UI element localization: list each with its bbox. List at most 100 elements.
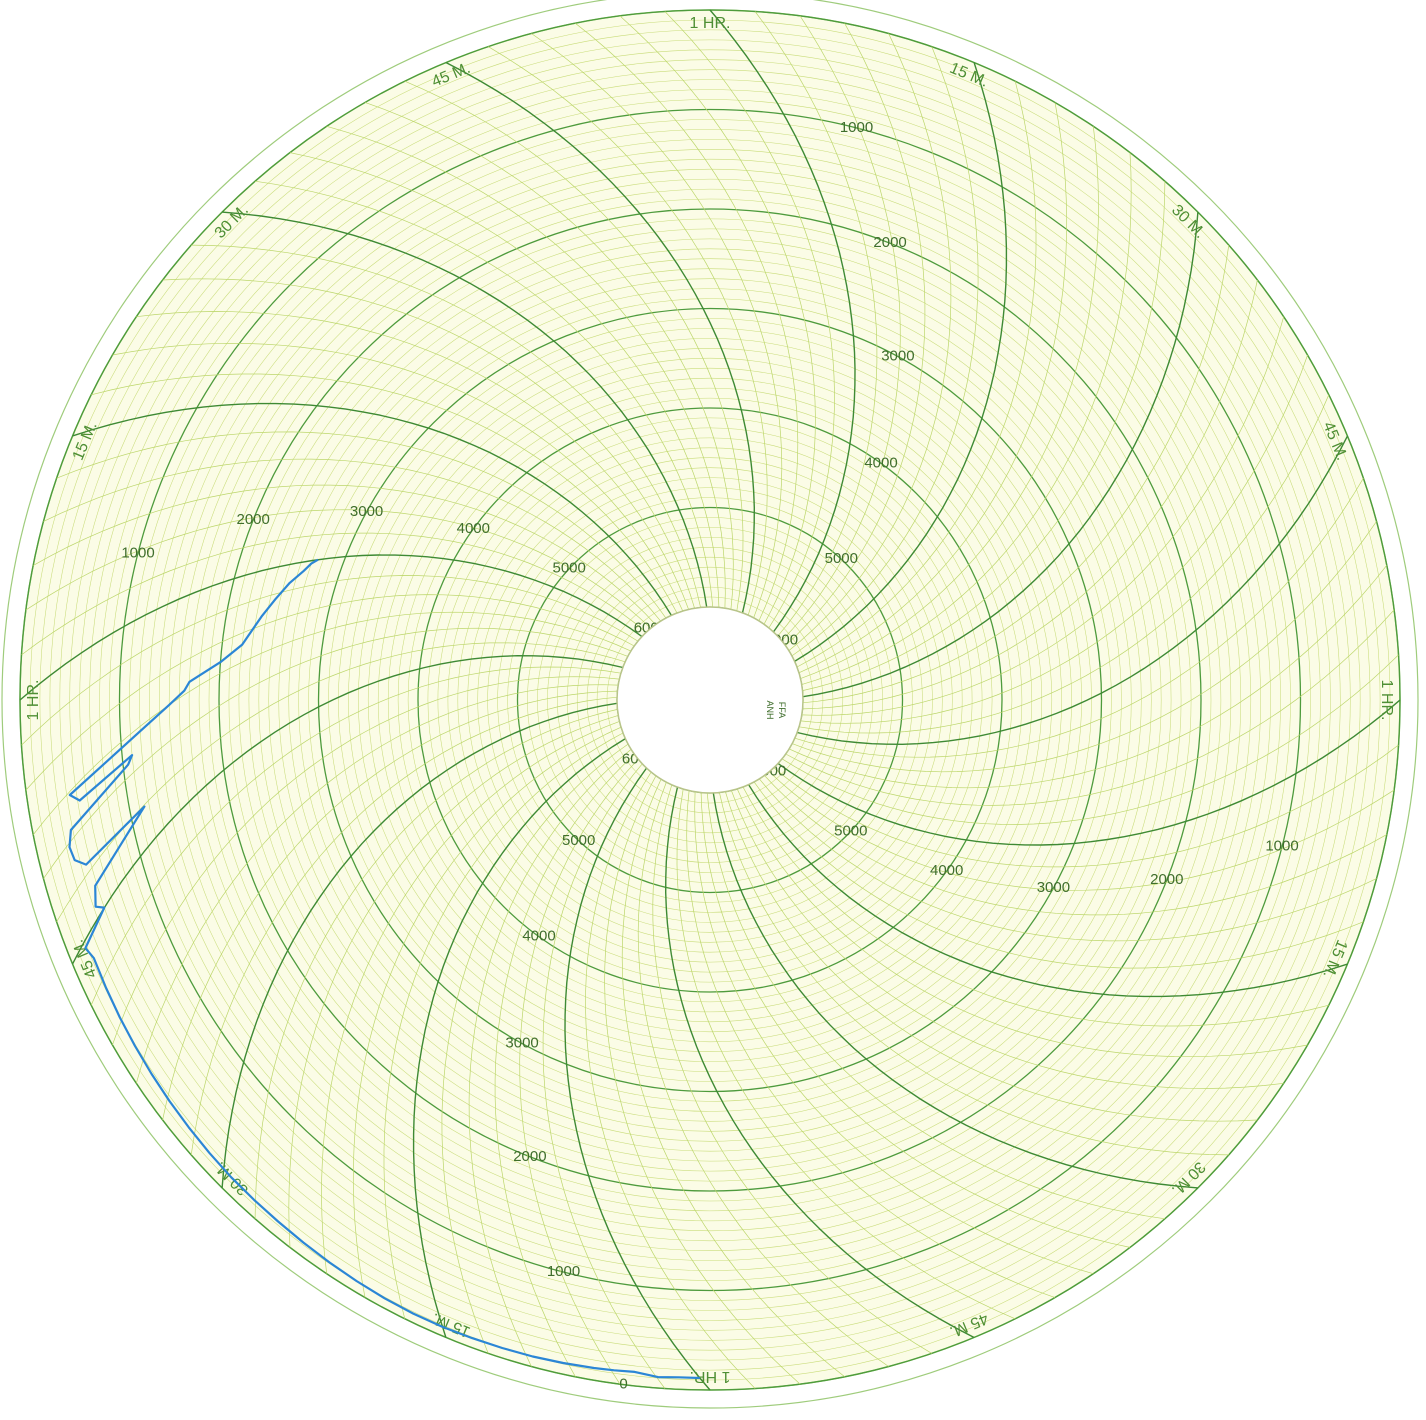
major-time-arc — [802, 212, 1199, 698]
ring-value-label: 1000 — [1265, 837, 1298, 854]
time-label: 1 HR. — [690, 15, 731, 32]
minor-ring — [208, 198, 1212, 1202]
minor-time-arc — [802, 181, 1166, 691]
minor-ring — [79, 69, 1341, 1331]
minor-time-arc — [112, 676, 620, 1046]
minor-ring — [89, 79, 1331, 1321]
minor-ring — [566, 556, 854, 844]
ring-value-label: 1000 — [121, 544, 154, 561]
minor-time-arc — [781, 15, 901, 642]
ring-labels: 0100020003000400050006000100020003000400… — [121, 119, 1298, 1393]
minor-ring — [49, 39, 1371, 1361]
minor-ring — [477, 467, 943, 933]
ring-value-label: 2000 — [513, 1148, 546, 1165]
minor-ring — [198, 188, 1222, 1212]
minor-ring — [487, 477, 933, 923]
minor-time-arc — [255, 180, 714, 608]
minor-ring — [248, 238, 1172, 1162]
major-ring — [417, 407, 1003, 993]
ring-value-label: 3000 — [1037, 879, 1070, 896]
minor-time-arc — [785, 609, 1395, 806]
minor-time-arc — [364, 102, 734, 610]
minor-time-arc — [676, 789, 1016, 1320]
minor-time-arc — [759, 778, 1377, 942]
major-time-arc — [796, 435, 1349, 746]
minor-ring — [338, 328, 1082, 1072]
minor-ring — [377, 367, 1043, 1033]
ring-value-label: 0 — [619, 1376, 627, 1393]
major-time-arc — [221, 702, 618, 1188]
ring-value-label: 3000 — [881, 348, 914, 365]
minor-time-arc — [799, 394, 1330, 734]
time-label: 1 HR. — [1378, 680, 1395, 721]
minor-time-arc — [754, 11, 878, 637]
major-ring — [317, 307, 1103, 1093]
minor-ring — [298, 288, 1122, 1112]
major-time-arc — [712, 792, 1198, 1189]
minor-time-arc — [773, 744, 1399, 868]
minor-time-arc — [802, 245, 1230, 704]
minor-ring — [288, 278, 1132, 1122]
minor-time-arc — [753, 781, 1364, 969]
ring-value-label: 3000 — [350, 503, 383, 520]
minor-time-arc — [91, 373, 678, 614]
minor-ring — [547, 537, 873, 863]
major-time-arc — [664, 786, 975, 1339]
minor-time-arc — [288, 715, 619, 1248]
minor-ring — [348, 338, 1072, 1062]
major-time-arc — [564, 767, 711, 1391]
minor-time-arc — [800, 126, 1099, 679]
ring-value-label: 1000 — [840, 119, 873, 136]
major-time-arc — [709, 9, 856, 633]
minor-ring — [109, 99, 1311, 1301]
major-ring — [516, 506, 904, 894]
ring-value-label: 4000 — [457, 520, 490, 537]
minor-time-arc — [768, 771, 1395, 891]
ring-grid — [19, 9, 1401, 1391]
minor-ring — [576, 566, 844, 834]
time-label: 1 HR. — [25, 680, 42, 721]
minor-time-arc — [136, 311, 689, 610]
ring-value-label: 5000 — [825, 550, 858, 567]
minor-time-arc — [90, 666, 621, 1006]
major-time-arc — [748, 784, 1348, 998]
minor-time-arc — [621, 778, 845, 1377]
minor-ring — [168, 158, 1252, 1242]
minor-time-arc — [788, 33, 952, 651]
minor-time-arc — [801, 316, 1285, 716]
ring-value-label: 2000 — [873, 234, 906, 251]
minor-time-arc — [798, 102, 1068, 674]
minor-ring — [586, 576, 834, 824]
minor-ring — [537, 527, 883, 873]
ring-value-label: 4000 — [864, 454, 897, 471]
center-text-line-2: ANH — [765, 700, 775, 719]
minor-time-arc — [686, 790, 1056, 1298]
minor-ring — [39, 29, 1381, 1371]
minor-time-arc — [25, 594, 635, 791]
minor-time-arc — [694, 791, 1094, 1275]
major-time-arc — [72, 402, 672, 616]
recorded-trace — [68, 558, 700, 1380]
minor-time-arc — [112, 342, 684, 612]
minor-ring — [308, 298, 1112, 1102]
minor-time-arc — [162, 690, 618, 1121]
minor-ring — [268, 258, 1152, 1142]
minor-time-arc — [700, 792, 1131, 1248]
minor-time-arc — [191, 244, 701, 608]
major-time-arc — [445, 61, 756, 614]
minor-time-arc — [441, 743, 629, 1354]
time-label: 1 HR. — [690, 1368, 731, 1385]
center-hole — [616, 606, 804, 794]
minor-time-arc — [254, 709, 618, 1219]
minor-time-arc — [781, 654, 1399, 825]
minor-ring — [596, 586, 824, 814]
minor-ring — [427, 417, 993, 983]
minor-ring — [467, 457, 953, 943]
minor-time-arc — [585, 771, 756, 1389]
minor-time-arc — [25, 509, 652, 629]
major-time-arc — [412, 738, 626, 1338]
minor-time-arc — [802, 279, 1258, 710]
minor-time-arc — [742, 786, 1329, 1027]
minor-time-arc — [135, 684, 619, 1084]
